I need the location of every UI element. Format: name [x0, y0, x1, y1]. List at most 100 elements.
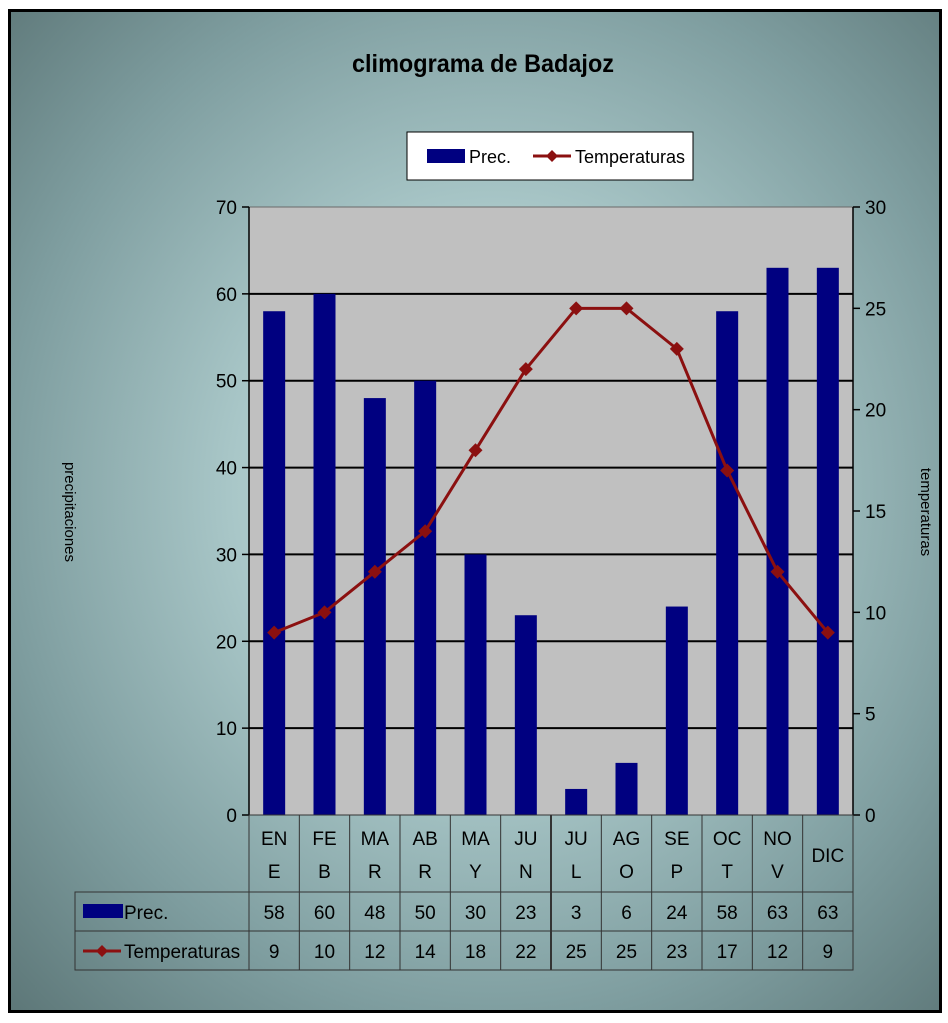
gridlines — [249, 292, 853, 730]
legend-label-temp: Temperaturas — [575, 147, 685, 167]
table-swatch-temp-marker — [96, 945, 108, 957]
prec-value: 48 — [364, 903, 385, 924]
temperature-marker — [317, 605, 332, 620]
prec-value: 30 — [465, 903, 486, 924]
temperature-marker — [518, 362, 533, 377]
legend: Prec. Temperaturas — [427, 147, 685, 167]
right-tick-label: 5 — [865, 705, 876, 726]
left-tick-label: 40 — [216, 459, 237, 480]
chart-frame: climograma de Badajoz precipitaciones te… — [8, 9, 942, 1013]
precip-bar — [414, 380, 437, 815]
right-tick-label: 25 — [865, 299, 886, 320]
temp-value: 25 — [616, 942, 637, 963]
temp-value: 9 — [269, 942, 280, 963]
left-tick-label: 20 — [216, 632, 237, 653]
temp-value: 25 — [566, 942, 587, 963]
precip-bar — [565, 788, 588, 815]
table-swatch-prec — [83, 904, 123, 918]
month-label: L — [571, 862, 582, 883]
temperature-marker — [569, 301, 584, 316]
month-label: AG — [613, 829, 640, 850]
prec-value: 58 — [264, 903, 285, 924]
month-label: T — [721, 862, 733, 883]
precip-bar — [816, 267, 839, 815]
month-label: AB — [412, 829, 437, 850]
right-axis-title: temperaturas — [917, 468, 934, 556]
precip-bar — [464, 554, 487, 815]
month-label: P — [670, 862, 683, 883]
legend-swatch-temp-marker — [546, 150, 558, 162]
month-label: V — [771, 862, 784, 883]
prec-value: 23 — [515, 903, 536, 924]
temperature-marker — [267, 625, 282, 640]
prec-value: 3 — [571, 903, 582, 924]
prec-value: 24 — [666, 903, 688, 924]
precip-bar — [263, 311, 286, 815]
precip-bar — [514, 615, 537, 815]
precipitation-bars — [263, 267, 839, 815]
temperature-marker — [418, 524, 433, 539]
left-tick-label: 0 — [226, 806, 237, 827]
temp-value: 10 — [314, 942, 335, 963]
temperature-polyline — [273, 306, 829, 634]
plot-area — [249, 207, 853, 815]
data-table: EN E FE B MA R AB R MA Y JU N JU L AG O SE P OC T NO V DIC Prec… — [74, 814, 854, 971]
month-label: SE — [664, 829, 689, 850]
month-label: R — [368, 862, 382, 883]
right-tick-label: 15 — [865, 502, 886, 523]
precip-bar — [615, 762, 638, 815]
month-label: E — [268, 862, 281, 883]
right-tick-label: 20 — [865, 401, 886, 422]
temperature-marker — [820, 625, 835, 640]
temperature-marker — [367, 564, 382, 579]
right-tick-label: 0 — [865, 806, 876, 827]
temperature-marker — [468, 443, 483, 458]
prec-value: 58 — [717, 903, 738, 924]
climograph-chart: climograma de Badajoz precipitaciones te… — [61, 50, 934, 971]
month-label: JU — [514, 829, 537, 850]
month-label: FE — [312, 829, 336, 850]
precip-bar — [665, 606, 688, 815]
month-label: JU — [565, 829, 588, 850]
right-tick-label: 30 — [865, 198, 886, 219]
temperature-marker — [619, 301, 634, 316]
prec-value: 6 — [621, 903, 632, 924]
left-tick-label: 50 — [216, 372, 237, 393]
right-tick-label: 10 — [865, 603, 886, 624]
table-label-prec: Prec. — [124, 903, 168, 924]
temperature-line — [267, 301, 835, 640]
left-axis-title: precipitaciones — [61, 462, 78, 562]
precip-bar — [313, 293, 336, 815]
chart-title: climograma de Badajoz — [352, 50, 614, 78]
precip-bar — [363, 398, 386, 815]
month-label: NO — [763, 829, 792, 850]
left-tick-label: 10 — [216, 719, 237, 740]
temperature-marker — [720, 463, 735, 478]
prec-value: 63 — [817, 903, 838, 924]
legend-label-prec: Prec. — [469, 147, 511, 167]
temp-value: 14 — [415, 942, 437, 963]
precip-bar — [716, 311, 739, 815]
left-tick-label: 60 — [216, 285, 237, 306]
temp-value: 12 — [364, 942, 385, 963]
month-label: B — [318, 862, 331, 883]
temp-value: 9 — [823, 942, 834, 963]
temp-value: 17 — [717, 942, 738, 963]
month-label: Y — [469, 862, 482, 883]
temperature-marker — [770, 564, 785, 579]
month-label: N — [519, 862, 533, 883]
left-tick-label: 30 — [216, 545, 237, 566]
temp-value: 18 — [465, 942, 486, 963]
month-label: MA — [461, 829, 490, 850]
month-label: EN — [261, 829, 287, 850]
axes: 0 10 20 30 40 50 60 70 0 5 10 15 20 25 30 — [216, 198, 886, 827]
prec-value: 63 — [767, 903, 788, 924]
prec-value: 50 — [415, 903, 436, 924]
table-label-temp: Temperaturas — [124, 942, 240, 963]
month-label: DIC — [811, 846, 844, 867]
month-label: R — [418, 862, 432, 883]
temperature-marker — [669, 341, 684, 356]
prec-value: 60 — [314, 903, 335, 924]
month-label: O — [619, 862, 634, 883]
temp-value: 23 — [666, 942, 687, 963]
